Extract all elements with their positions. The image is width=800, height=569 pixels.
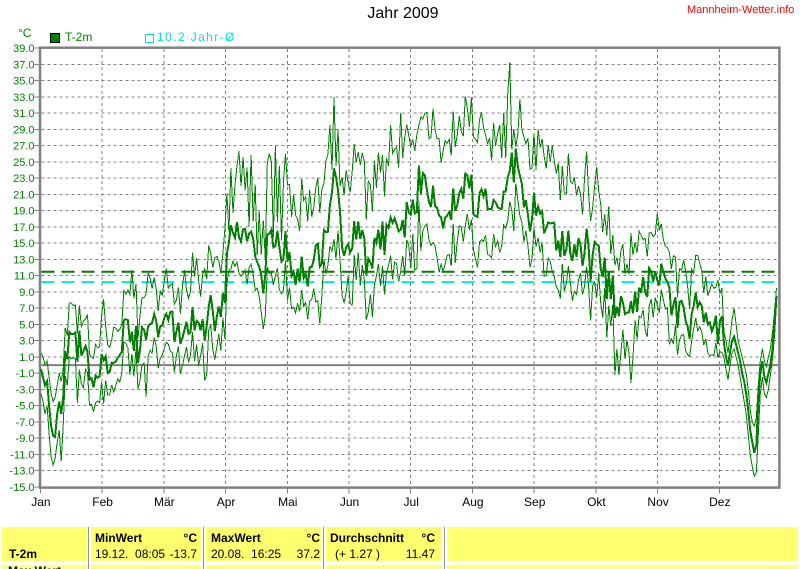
svg-text:29.0: 29.0: [13, 124, 34, 136]
svg-text:25.0: 25.0: [13, 157, 34, 169]
svg-text:33.0: 33.0: [13, 92, 34, 104]
svg-text:35.0: 35.0: [13, 76, 34, 88]
svg-text:17.0: 17.0: [13, 222, 34, 234]
svg-text:1.0: 1.0: [19, 352, 34, 364]
svg-text:Feb: Feb: [92, 495, 113, 509]
svg-text:3.0: 3.0: [19, 336, 34, 348]
svg-text:7.0: 7.0: [19, 303, 34, 315]
svg-text:Nov: Nov: [647, 495, 668, 509]
svg-text:37.0: 37.0: [13, 59, 34, 71]
svg-text:27.0: 27.0: [13, 141, 34, 153]
svg-text:13.0: 13.0: [13, 254, 34, 266]
svg-text:-11.0: -11.0: [10, 450, 34, 462]
svg-text:39.0: 39.0: [13, 43, 34, 55]
svg-text:-5.0: -5.0: [16, 401, 35, 413]
svg-text:Jun: Jun: [340, 495, 359, 509]
svg-text:Mai: Mai: [278, 495, 297, 509]
svg-text:-15.0: -15.0: [9, 482, 34, 494]
svg-text:-13.0: -13.0: [9, 466, 34, 478]
svg-text:23.0: 23.0: [13, 173, 34, 185]
svg-text:Jul: Jul: [404, 495, 419, 509]
svg-text:Mär: Mär: [154, 495, 175, 509]
svg-text:Jan: Jan: [31, 495, 50, 509]
svg-text:Apr: Apr: [217, 495, 236, 509]
svg-text:21.0: 21.0: [13, 189, 34, 201]
svg-text:-7.0: -7.0: [16, 417, 35, 429]
svg-text:-3.0: -3.0: [16, 384, 35, 396]
svg-text:-1.0: -1.0: [16, 368, 35, 380]
svg-text:5.0: 5.0: [19, 319, 34, 331]
svg-text:-9.0: -9.0: [16, 433, 35, 445]
svg-text:15.0: 15.0: [13, 238, 34, 250]
svg-text:Sep: Sep: [524, 495, 546, 509]
svg-text:11.0: 11.0: [14, 271, 35, 283]
svg-text:Okt: Okt: [587, 495, 606, 509]
svg-text:31.0: 31.0: [13, 108, 34, 120]
svg-text:19.0: 19.0: [13, 206, 34, 218]
svg-text:Aug: Aug: [462, 495, 483, 509]
svg-text:9.0: 9.0: [19, 287, 34, 299]
svg-text:Dez: Dez: [709, 495, 730, 509]
